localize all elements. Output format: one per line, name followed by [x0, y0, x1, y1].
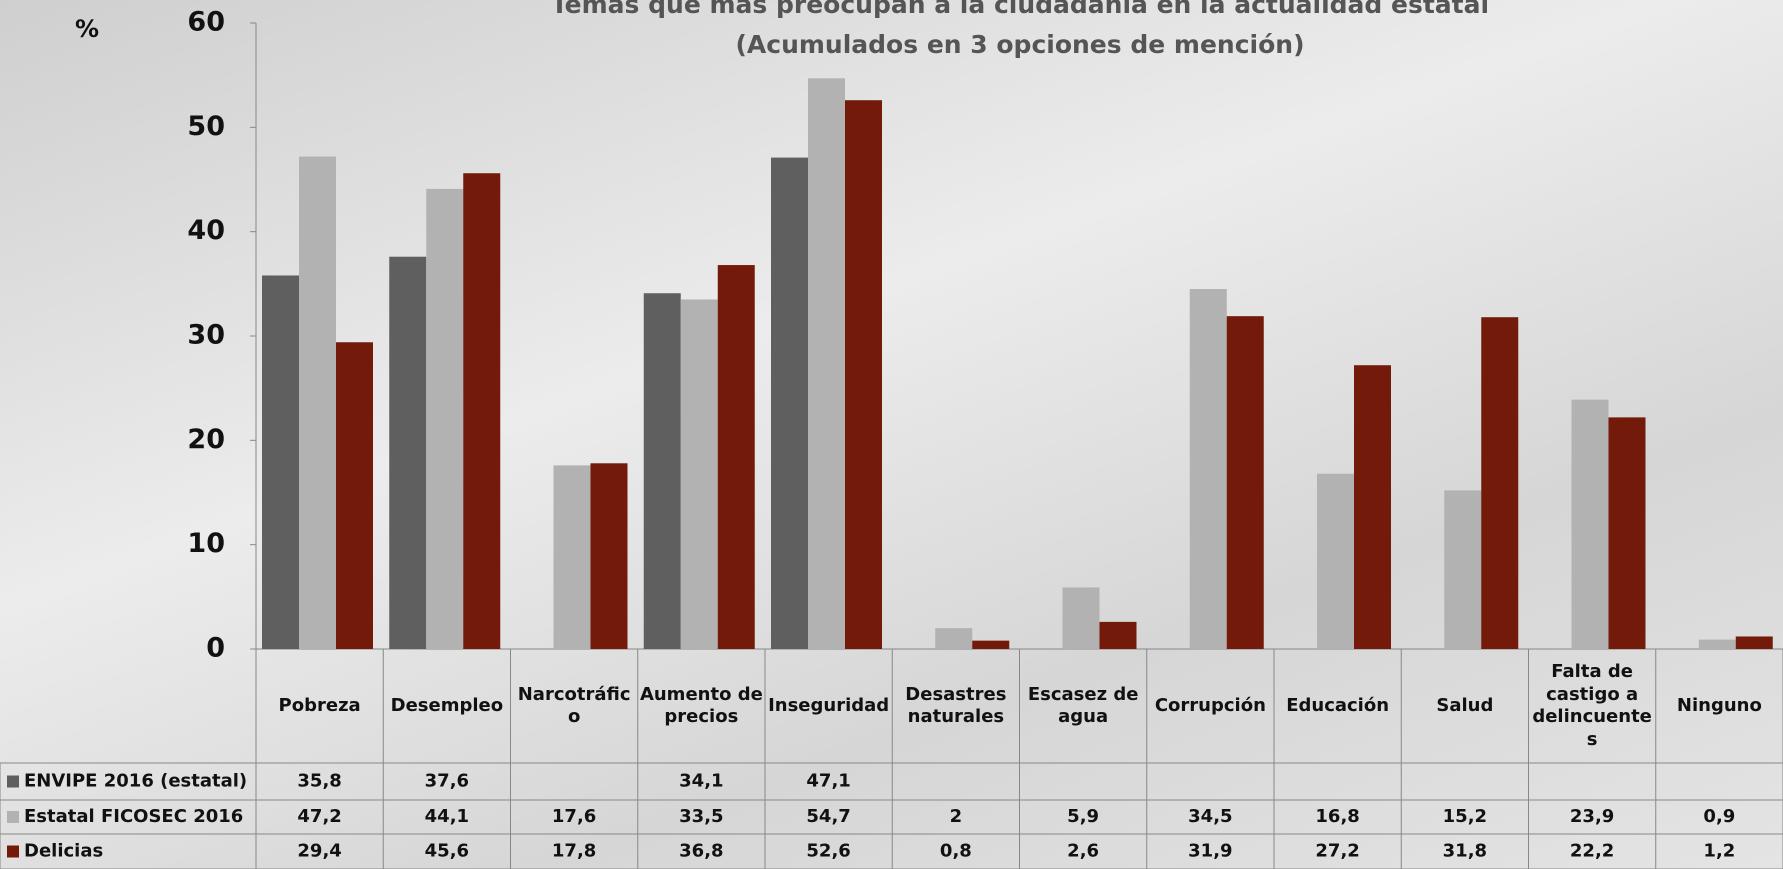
y-axis-label: % [75, 15, 99, 43]
value-label: 29,4 [297, 841, 341, 862]
category-cell: Salud [1436, 694, 1494, 716]
category-cell: Aumento de precios [639, 683, 763, 728]
x-tick-label: Ninguno [1676, 694, 1762, 716]
value-label: 0,9 [1703, 806, 1735, 827]
category-cell: Inseguridad [768, 694, 890, 716]
y-tick-label: 50 [187, 111, 225, 142]
value-label: 37,6 [425, 771, 469, 792]
chart-title: Temas que más preocupan a la ciudadanía … [551, 0, 1489, 19]
value-label: 31,9 [1188, 841, 1232, 862]
value-label: 44,1 [425, 806, 469, 827]
value-label: 23,9 [1570, 806, 1614, 827]
x-tick-label: Narcotráfico [517, 683, 631, 728]
value-label: 34,1 [679, 771, 723, 792]
value-label: 54,7 [806, 806, 850, 827]
bar [1226, 316, 1264, 649]
legend-swatch [7, 775, 19, 788]
bar [426, 188, 464, 649]
y-tick-label: 20 [187, 424, 225, 455]
x-tick-label: Pobreza [278, 694, 361, 716]
bar [845, 100, 882, 649]
bar [643, 293, 681, 649]
value-label: 2,6 [1067, 841, 1099, 862]
bar [717, 265, 755, 649]
bar [553, 465, 591, 649]
legend-label: ENVIPE 2016 (estatal) [24, 771, 247, 792]
bar [680, 299, 718, 649]
value-label: 2 [950, 806, 963, 827]
legend-label: Delicias [24, 841, 103, 862]
value-label: 0,8 [940, 841, 972, 862]
bar [972, 640, 1010, 649]
value-label: 36,8 [679, 841, 723, 862]
category-cell: Educación [1286, 694, 1390, 716]
value-label: 31,8 [1443, 841, 1487, 862]
bar [590, 463, 628, 649]
bar [1062, 587, 1100, 649]
y-tick-label: 40 [187, 215, 225, 246]
legend-swatch [7, 811, 19, 823]
bar [1481, 317, 1519, 649]
x-tick-label: Inseguridad [768, 694, 890, 716]
bar [771, 157, 808, 649]
x-tick-label: Desastres naturales [905, 683, 1007, 728]
legend-label: Estatal FICOSEC 2016 [24, 806, 243, 827]
bar [389, 256, 427, 649]
value-label: 47,1 [806, 771, 850, 792]
value-label: 47,2 [297, 806, 341, 827]
value-label: 5,9 [1067, 806, 1099, 827]
bar [463, 173, 501, 650]
x-tick-label: Escasez de agua [1027, 683, 1139, 728]
value-label: 17,6 [552, 806, 596, 827]
value-label: 35,8 [297, 771, 341, 792]
bar [1354, 365, 1391, 649]
value-label: 17,8 [552, 841, 596, 862]
category-cell: Escasez de agua [1027, 683, 1139, 728]
x-tick-label: Educación [1286, 694, 1390, 716]
value-label: 16,8 [1315, 806, 1359, 827]
bar [1608, 417, 1646, 649]
chart-subtitle: (Acumulados en 3 opciones de mención) [735, 30, 1304, 59]
bar [1735, 636, 1773, 649]
category-cell: Desempleo [390, 694, 504, 716]
value-label: 52,6 [806, 841, 850, 862]
bar [808, 78, 845, 649]
bar [299, 156, 336, 649]
value-label: 34,5 [1188, 806, 1232, 827]
bar [1698, 639, 1736, 649]
y-tick-label: 30 [187, 320, 225, 351]
bar [262, 275, 299, 649]
value-label: 1,2 [1703, 841, 1735, 862]
value-label: 27,2 [1315, 841, 1359, 862]
value-label: 22,2 [1570, 841, 1614, 862]
value-label: 15,2 [1443, 806, 1487, 827]
bar [1444, 490, 1482, 649]
bar [1571, 399, 1609, 649]
category-cell: Narcotráfico [517, 683, 631, 728]
bar [336, 342, 373, 649]
y-tick-label: 0 [206, 633, 225, 664]
legend-swatch [7, 845, 19, 858]
category-cell: Corrupción [1154, 694, 1266, 716]
category-cell: Desastres naturales [905, 683, 1007, 728]
category-cell: Ninguno [1676, 694, 1762, 716]
category-cell: Falta de castigo a delincuentes [1532, 661, 1652, 750]
x-tick-label: Desempleo [390, 694, 504, 716]
x-tick-label: Aumento de precios [639, 683, 763, 728]
value-label: 45,6 [425, 841, 469, 862]
bar [1317, 473, 1354, 649]
value-label: 33,5 [679, 806, 723, 827]
bar [935, 628, 973, 649]
x-tick-label: Falta de castigo a delincuentes [1532, 661, 1652, 750]
x-tick-label: Corrupción [1154, 694, 1266, 716]
x-tick-label: Salud [1436, 694, 1494, 716]
bar [1189, 289, 1227, 649]
y-tick-label: 10 [187, 528, 225, 559]
y-tick-label: 60 [187, 7, 225, 38]
category-cell: Pobreza [278, 694, 361, 716]
bar [1099, 621, 1137, 649]
